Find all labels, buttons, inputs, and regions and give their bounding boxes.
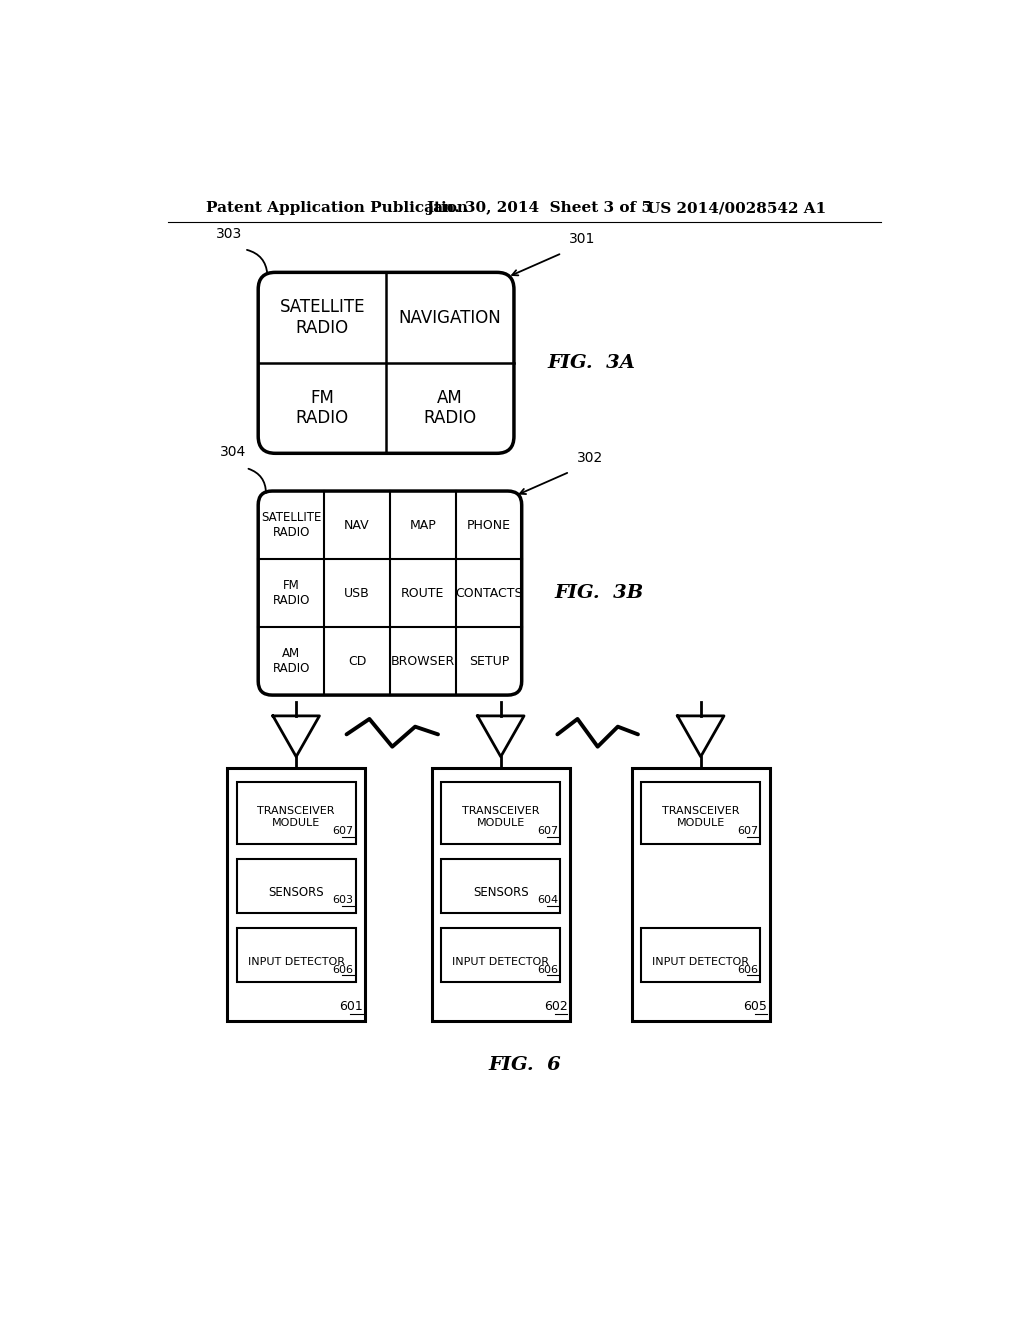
Text: TRANSCEIVER
MODULE: TRANSCEIVER MODULE	[257, 807, 335, 828]
Text: 604: 604	[537, 895, 558, 906]
Text: TRANSCEIVER
MODULE: TRANSCEIVER MODULE	[462, 807, 540, 828]
Text: INPUT DETECTOR: INPUT DETECTOR	[453, 957, 549, 966]
FancyBboxPatch shape	[258, 272, 514, 453]
Text: 606: 606	[538, 965, 558, 974]
Text: FM
RADIO: FM RADIO	[296, 388, 349, 428]
Polygon shape	[678, 715, 724, 756]
Text: SATELLITE
RADIO: SATELLITE RADIO	[280, 298, 365, 337]
Text: SATELLITE
RADIO: SATELLITE RADIO	[261, 511, 322, 539]
Text: SETUP: SETUP	[469, 655, 509, 668]
Text: AM
RADIO: AM RADIO	[272, 647, 310, 675]
Text: PHONE: PHONE	[467, 519, 511, 532]
Text: NAVIGATION: NAVIGATION	[398, 309, 502, 326]
Text: CD: CD	[348, 655, 367, 668]
Text: TRANSCEIVER
MODULE: TRANSCEIVER MODULE	[662, 807, 739, 828]
Polygon shape	[477, 715, 524, 756]
Text: 605: 605	[743, 1001, 767, 1014]
Bar	[441, 781, 560, 843]
Text: CONTACTS: CONTACTS	[455, 586, 522, 599]
Text: 601: 601	[339, 1001, 362, 1014]
Text: 606: 606	[737, 965, 758, 974]
Bar	[641, 781, 761, 843]
Text: 607: 607	[737, 826, 758, 836]
Text: SENSORS: SENSORS	[268, 886, 324, 899]
Text: AM
RADIO: AM RADIO	[424, 388, 476, 428]
Text: INPUT DETECTOR: INPUT DETECTOR	[248, 957, 345, 966]
Bar	[432, 768, 569, 1020]
Text: FM
RADIO: FM RADIO	[272, 579, 310, 607]
Text: FIG.  6: FIG. 6	[488, 1056, 561, 1074]
Bar	[441, 928, 560, 982]
Bar	[237, 859, 356, 913]
Text: US 2014/0028542 A1: US 2014/0028542 A1	[647, 202, 826, 215]
Text: ROUTE: ROUTE	[401, 586, 444, 599]
Text: 607: 607	[537, 826, 558, 836]
Text: 606: 606	[333, 965, 353, 974]
Bar	[632, 768, 770, 1020]
Text: FIG.  3A: FIG. 3A	[548, 354, 635, 372]
Text: 607: 607	[333, 826, 353, 836]
Text: Jan. 30, 2014  Sheet 3 of 5: Jan. 30, 2014 Sheet 3 of 5	[426, 202, 652, 215]
Text: 301: 301	[569, 232, 595, 246]
Bar	[237, 928, 356, 982]
Text: 603: 603	[333, 895, 353, 906]
Text: NAV: NAV	[344, 519, 370, 532]
Text: SENSORS: SENSORS	[473, 886, 528, 899]
Text: MAP: MAP	[410, 519, 436, 532]
Bar	[641, 928, 761, 982]
Text: 302: 302	[577, 451, 603, 465]
Text: 303: 303	[216, 227, 242, 240]
Text: 304: 304	[220, 445, 247, 459]
Bar	[237, 781, 356, 843]
Text: Patent Application Publication: Patent Application Publication	[206, 202, 468, 215]
FancyBboxPatch shape	[258, 491, 521, 696]
Polygon shape	[273, 715, 319, 756]
Bar	[227, 768, 366, 1020]
Text: FIG.  3B: FIG. 3B	[555, 583, 644, 602]
Text: INPUT DETECTOR: INPUT DETECTOR	[652, 957, 750, 966]
Bar	[441, 859, 560, 913]
Text: USB: USB	[344, 586, 370, 599]
Text: BROWSER: BROWSER	[391, 655, 455, 668]
Text: 602: 602	[544, 1001, 567, 1014]
